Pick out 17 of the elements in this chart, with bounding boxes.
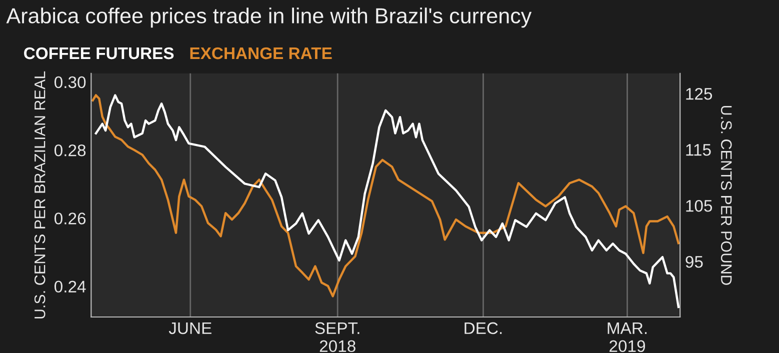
y-tick-label: 0.24 <box>54 280 86 293</box>
x-tick-label: JUNE <box>168 322 212 334</box>
chart-title: Arabica coffee prices trade in line with Brazil's currency <box>6 8 532 28</box>
y-tick-label: 0.28 <box>54 144 86 156</box>
x-tick-label: SEPT. 2018 <box>315 322 360 352</box>
y2-tick-label: 105 <box>686 200 712 212</box>
y-tick-label: 0.30 <box>54 76 86 88</box>
text: EXCHANGE RATE <box>190 47 332 60</box>
y2-tick-label: 125 <box>686 88 712 100</box>
text: COFFEE FUTURES <box>24 47 174 60</box>
y2-axis-title: U.S. CENTS PER POUND <box>720 106 732 285</box>
y2-tick-label: 115 <box>686 144 711 156</box>
y-tick-label: 0.26 <box>54 212 86 224</box>
x-tick-label: MAR. 2019 <box>608 322 647 352</box>
x-tick-label: DEC. <box>464 322 502 334</box>
y2-tick-label: 95 <box>686 256 703 268</box>
y-axis-title: U.S. CENTS PER BRAZILIAN REAL <box>34 71 46 318</box>
